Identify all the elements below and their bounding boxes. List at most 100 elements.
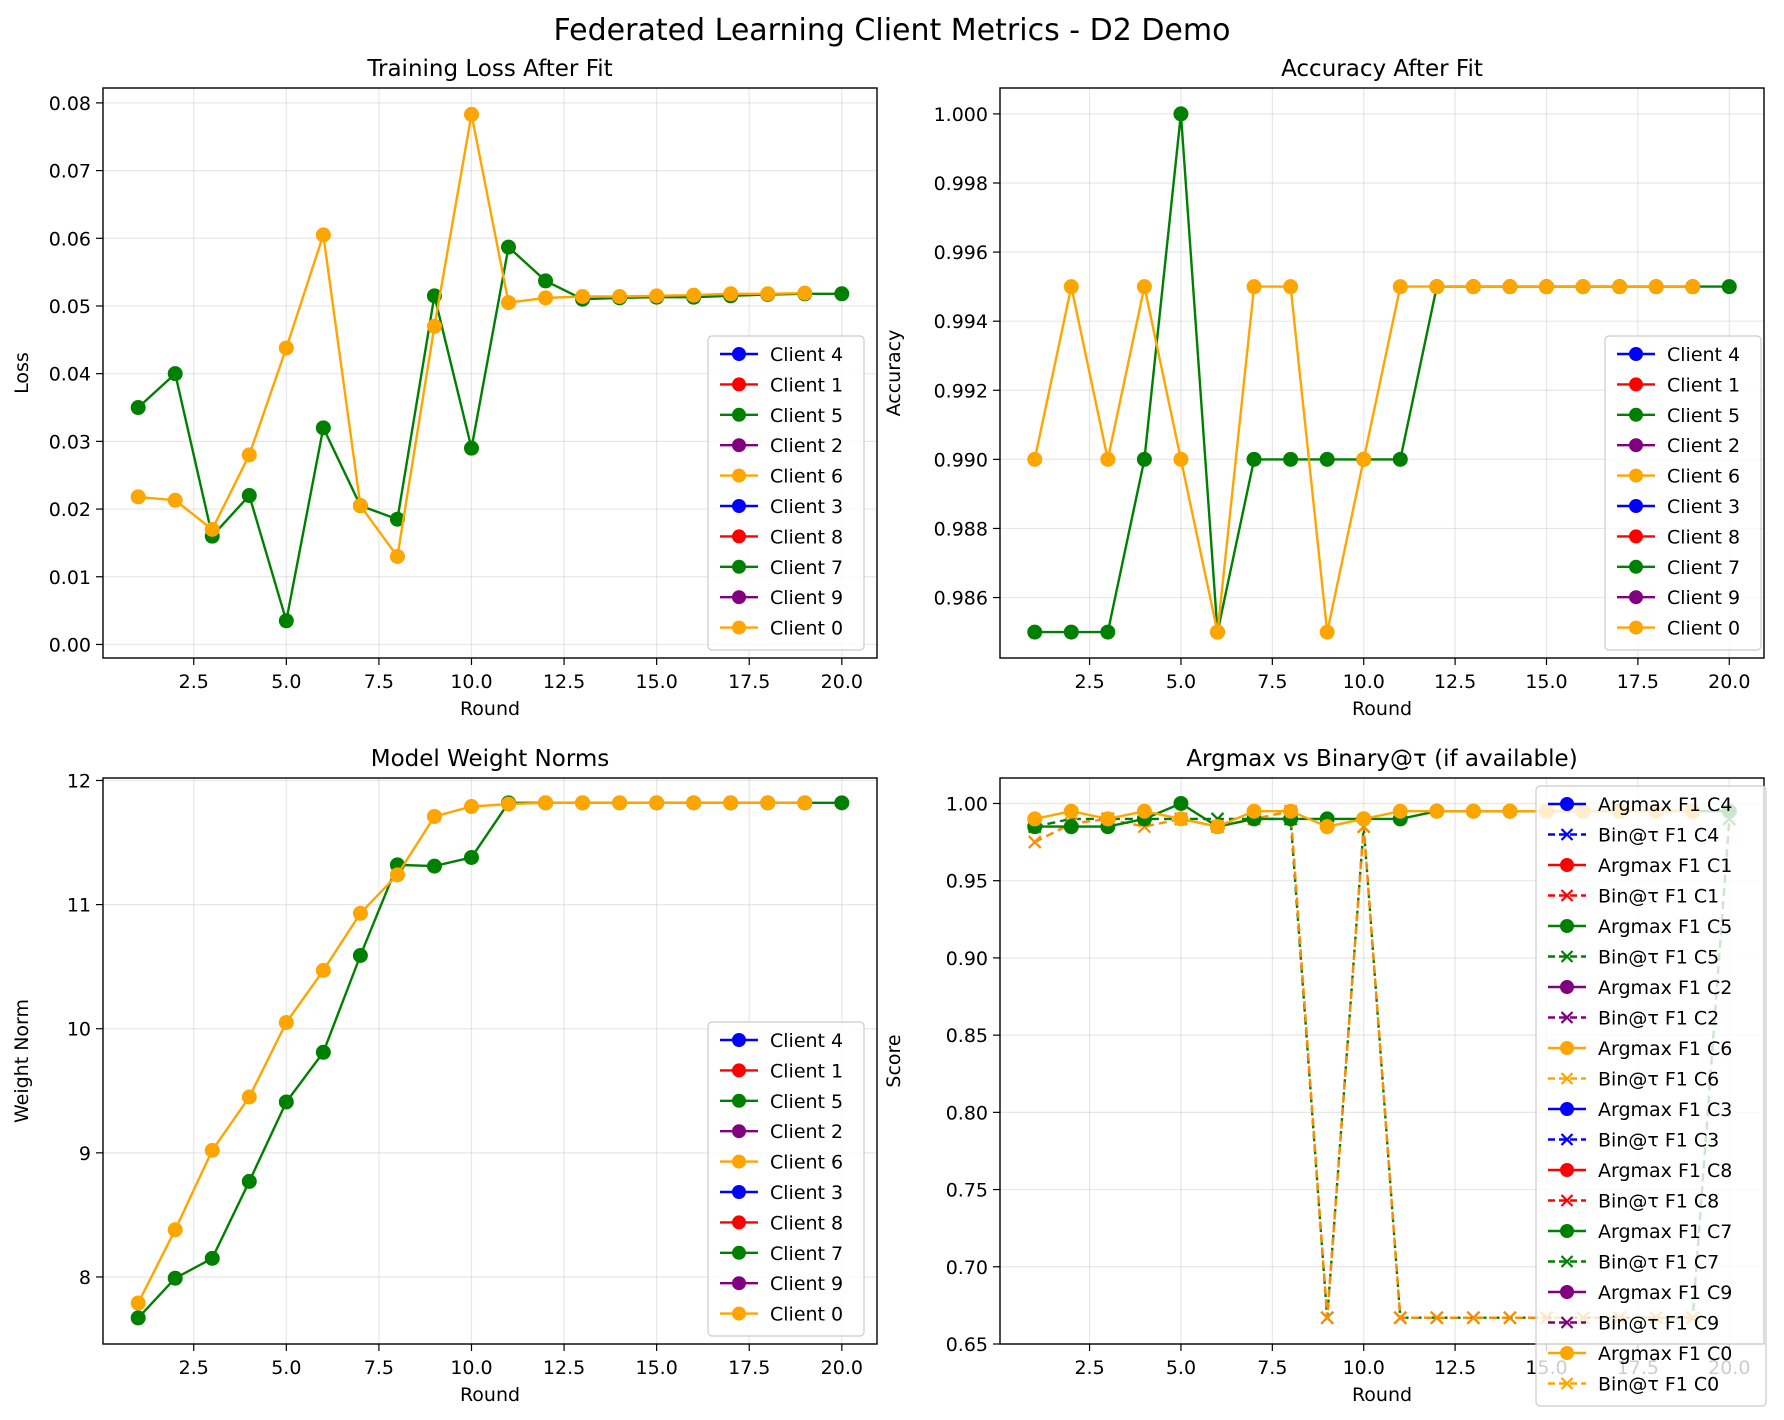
loss-data-point — [538, 273, 554, 289]
norm-x-tick-label: 10.0 — [450, 1357, 492, 1379]
norm-legend-label: Client 3 — [770, 1182, 843, 1204]
acc-legend-marker — [1629, 559, 1643, 574]
loss-y-tick-label: 0.06 — [49, 228, 91, 250]
acc-data-point — [1100, 624, 1116, 640]
f1-data-point — [1173, 811, 1189, 827]
acc-y-tick-label: 0.990 — [934, 449, 988, 471]
acc-x-tick-label: 7.5 — [1257, 671, 1287, 693]
loss-title: Training Loss After Fit — [366, 56, 612, 82]
f1-data-point — [1210, 819, 1226, 835]
loss-x-tick-label: 15.0 — [635, 671, 677, 693]
loss-data-point — [463, 106, 479, 122]
acc-data-point — [1685, 279, 1701, 295]
loss-x-tick-label: 10.0 — [450, 671, 492, 693]
acc-legend-marker — [1629, 347, 1643, 361]
loss-data-point — [649, 288, 665, 304]
acc-x-tick-label: 12.5 — [1434, 671, 1476, 693]
loss-legend-marker — [732, 347, 746, 361]
f1-y-axis-label: Score — [883, 1034, 905, 1087]
loss-legend-label: Client 8 — [770, 526, 843, 548]
norm-data-point — [649, 795, 665, 811]
acc-data-point — [1392, 279, 1408, 295]
norm-data-point — [834, 795, 850, 811]
loss-data-point — [315, 420, 331, 436]
f1-x-tick-label: 10.0 — [1343, 1357, 1385, 1379]
f1-legend-marker — [1560, 797, 1574, 811]
f1-legend-box — [1535, 785, 1767, 1407]
loss-data-point — [612, 289, 628, 305]
loss-data-point — [278, 340, 294, 356]
f1-x-axis-label: Round — [1352, 1384, 1412, 1406]
acc-panel: 2.5 5.0 7.5 10.0 12.5 15.0 17.5 20.0 0.986 0.988 0… — [883, 56, 1765, 720]
acc-data-point — [1429, 279, 1445, 295]
acc-data-point — [1173, 106, 1189, 122]
norm-data-point — [723, 795, 739, 811]
f1-data-point — [1319, 819, 1335, 835]
f1-y-tick-label: 0.90 — [946, 948, 988, 970]
loss-legend-label: Client 0 — [770, 618, 843, 640]
acc-x-tick-label: 5.0 — [1166, 671, 1196, 693]
loss-legend-label: Client 7 — [770, 557, 843, 579]
f1-data-point — [1465, 803, 1481, 819]
norm-panel: 2.5 5.0 7.5 10.0 12.5 15.0 17.5 20.0 8 9 10 11 12 Mod… — [11, 746, 878, 1406]
f1-legend-label: Bin@τ F1 C4 — [1598, 825, 1719, 847]
f1-legend-marker — [1560, 1316, 1574, 1329]
acc-series-1 — [1027, 279, 1701, 640]
f1-legend-marker — [1560, 919, 1574, 933]
acc-data-point — [1100, 451, 1116, 467]
f1-data-point — [1027, 835, 1042, 849]
norm-legend-label: Client 7 — [770, 1243, 843, 1265]
f1-y-tick-label: 1.00 — [946, 793, 988, 815]
f1-data-point — [1173, 795, 1189, 811]
f1-legend-marker — [1560, 1285, 1574, 1299]
acc-data-point — [1538, 279, 1554, 295]
loss-data-point — [167, 366, 183, 382]
norm-data-point — [538, 795, 554, 811]
loss-y-axis-label: Loss — [11, 352, 33, 394]
f1-legend-label: Bin@τ F1 C2 — [1598, 1008, 1719, 1030]
loss-data-point — [130, 400, 146, 416]
acc-x-tick-label: 10.0 — [1343, 671, 1385, 693]
norm-legend-label: Client 5 — [770, 1091, 843, 1113]
f1-legend-marker — [1560, 889, 1574, 902]
acc-data-point — [1136, 279, 1152, 295]
norm-legend: Client 4 Client 1 Client 5 Client 2 Client 6… — [707, 1021, 865, 1337]
f1-legend-marker — [1560, 950, 1574, 963]
f1-x-tick-label: 5.0 — [1166, 1357, 1196, 1379]
loss-data-point — [352, 498, 368, 514]
loss-legend-marker — [732, 377, 746, 392]
acc-y-tick-label: 0.986 — [934, 588, 988, 610]
loss-data-point — [686, 287, 702, 303]
norm-data-point — [463, 799, 479, 815]
f1-legend-marker — [1560, 1163, 1574, 1177]
acc-data-point — [1392, 451, 1408, 467]
acc-legend-marker — [1629, 590, 1643, 605]
norm-legend-label: Client 8 — [770, 1212, 843, 1234]
loss-legend-label: Client 2 — [770, 435, 843, 457]
f1-legend-marker — [1560, 1377, 1574, 1390]
acc-legend-label: Client 8 — [1667, 526, 1740, 548]
norm-series-1 — [130, 795, 813, 1311]
norm-data-point — [501, 796, 517, 812]
norm-data-point — [426, 808, 442, 824]
loss-legend: Client 4 Client 1 Client 5 Client 2 Client 6… — [707, 335, 865, 651]
acc-legend-marker — [1629, 499, 1643, 513]
norm-data-point — [352, 947, 368, 963]
loss-legend-label: Client 3 — [770, 496, 843, 518]
f1-title: Argmax vs Binary@τ (if available) — [1186, 746, 1577, 772]
norm-data-point — [315, 962, 331, 978]
norm-legend-label: Client 2 — [770, 1121, 843, 1143]
norm-data-point — [241, 1089, 257, 1105]
acc-data-point — [1648, 279, 1664, 295]
norm-legend-label: Client 4 — [770, 1030, 843, 1052]
f1-data-point — [1100, 811, 1116, 827]
norm-data-point — [241, 1173, 257, 1189]
norm-legend-label: Client 1 — [770, 1060, 843, 1082]
acc-legend-marker — [1629, 377, 1643, 392]
norm-y-tick-label: 10 — [67, 1019, 91, 1041]
f1-legend-marker — [1560, 1041, 1574, 1055]
f1-data-point — [1503, 1310, 1517, 1325]
loss-series-1 — [130, 106, 813, 564]
